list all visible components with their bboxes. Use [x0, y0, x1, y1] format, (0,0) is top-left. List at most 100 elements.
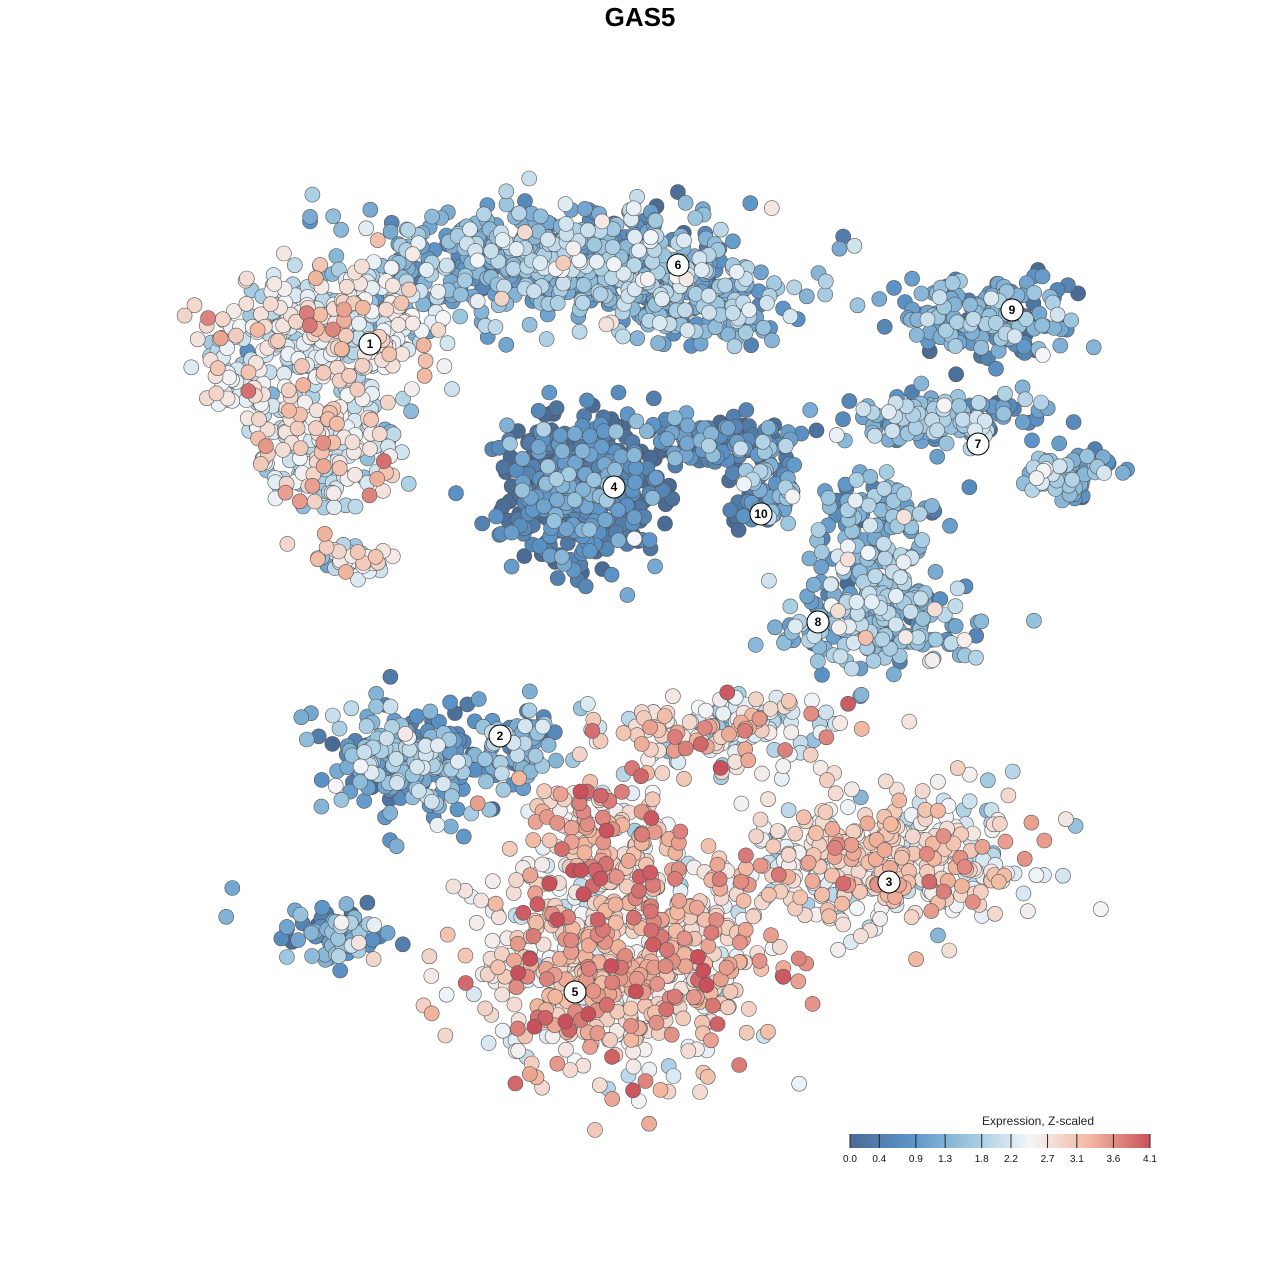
cell-point-cluster-1	[452, 286, 469, 303]
cell-point-cluster-5	[671, 892, 687, 909]
cell-point-cluster-4	[607, 461, 623, 478]
cell-point-cluster-6	[604, 239, 621, 255]
cell-point-cluster-1	[325, 485, 342, 502]
cell-point-cluster-10	[760, 419, 777, 436]
cell-point-cluster-5	[595, 809, 611, 826]
cell-point-cluster-3	[1093, 901, 1109, 918]
cell-point-cluster-6	[701, 304, 717, 321]
cell-point-cluster-1	[498, 336, 515, 353]
cell-point-cluster-6	[457, 272, 473, 289]
cell-point-cluster-8	[767, 619, 783, 636]
cell-point-cluster-1	[415, 337, 432, 354]
cell-point-cluster-1	[238, 295, 255, 312]
cell-point-cluster-5	[603, 958, 620, 974]
cell-point-cluster-3	[780, 693, 797, 709]
cluster-label-8: 8	[806, 610, 830, 634]
cell-point-cluster-4	[582, 428, 598, 444]
cell-point-cluster-5	[642, 864, 659, 881]
cell-point-cluster-9	[1034, 317, 1050, 334]
cell-point-cluster-6	[741, 302, 758, 318]
cell-point-cluster-6	[725, 233, 741, 250]
cell-point-cluster-5	[576, 844, 593, 861]
cell-point-cluster-3	[814, 886, 831, 903]
cell-point-cluster-1	[240, 364, 257, 381]
cell-point-cluster-5	[522, 867, 539, 884]
cell-point-cluster-6	[712, 221, 729, 238]
cell-point-cluster-3	[953, 878, 970, 894]
cell-point-cluster-9	[962, 296, 979, 313]
cluster-label-6: 6	[666, 253, 690, 277]
cell-point-cluster-6	[494, 232, 511, 248]
cell-point-cluster-7	[1033, 394, 1049, 411]
cell-point-cluster-8	[853, 686, 870, 703]
cell-point-cluster-3	[901, 713, 918, 730]
cell-point-cluster-4	[514, 482, 531, 499]
cell-point-cluster-8	[902, 603, 919, 620]
cell-point-cluster-6	[532, 255, 549, 271]
cell-point-cluster-5	[554, 841, 570, 858]
cell-point-cluster-3	[930, 927, 946, 944]
cell-point-cluster-3	[997, 833, 1014, 850]
cell-point-cluster-8	[848, 594, 865, 610]
cell-point-cluster-1	[289, 420, 306, 437]
cell-point-cluster-5	[792, 889, 809, 906]
cell-point-cluster-6	[555, 255, 572, 271]
cell-point-cluster-5	[534, 856, 551, 873]
cell-point-cluster-5	[563, 820, 580, 836]
cell-point-cluster-4	[516, 548, 533, 564]
cell-point-cluster-4	[659, 431, 676, 447]
cell-point-cluster-6	[325, 208, 342, 225]
legend-tick-label: 2.2	[1004, 1154, 1018, 1165]
cell-point-cluster-7	[929, 448, 946, 465]
cell-point-cluster-3	[752, 857, 769, 874]
cell-point-cluster-5	[477, 1000, 494, 1017]
cell-point-cluster-1	[326, 499, 342, 516]
cell-point-cluster-5	[676, 930, 693, 947]
cell-point-cluster-5	[667, 871, 683, 887]
cell-point-cluster-4	[610, 502, 627, 519]
cell-point-cluster-1	[353, 258, 370, 275]
cell-point-cluster-7	[1028, 470, 1045, 487]
cell-point-cluster-8	[830, 603, 846, 619]
cell-point-cluster-4	[619, 587, 636, 603]
cell-point-cluster-1	[312, 257, 328, 273]
cell-point-cluster-7	[855, 401, 872, 418]
cell-point-cluster-1	[291, 493, 308, 510]
cell-point-cluster-5	[675, 1010, 692, 1027]
cell-point-cluster-3	[681, 714, 698, 730]
cell-point-cluster-6	[798, 288, 815, 305]
cell-point-cluster-2	[356, 744, 373, 760]
cell-point-cluster-6	[469, 293, 486, 309]
cell-point-cluster-8	[927, 563, 944, 580]
cell-point-cluster-5	[541, 875, 558, 892]
cell-point-cluster-6	[521, 170, 538, 187]
cell-point-cluster-4	[657, 515, 673, 532]
cell-point-cluster-3	[834, 895, 850, 912]
legend-title: Expression, Z-scaled	[981, 1114, 1095, 1128]
cell-point-cluster-1	[390, 316, 407, 333]
cell-point-cluster-5	[689, 899, 705, 916]
cell-point-cluster-4	[679, 435, 696, 452]
cell-point-cluster-5	[491, 909, 507, 926]
cell-point-cluster-5	[526, 1018, 543, 1035]
cell-point-cluster-8	[832, 648, 849, 665]
cell-point-cluster-1	[363, 411, 379, 428]
cell-point-cluster-1	[331, 460, 348, 477]
cell-point-cluster-6	[676, 232, 692, 249]
svg-text:5: 5	[572, 985, 579, 999]
cell-point-cluster-1	[275, 442, 291, 458]
cluster-label-9: 9	[1000, 298, 1024, 322]
cell-point-cluster-2	[365, 951, 382, 967]
cell-point-cluster-6	[469, 252, 486, 269]
cell-point-cluster-9	[908, 327, 925, 343]
cell-point-cluster-5	[614, 784, 630, 800]
cell-point-cluster-6	[526, 283, 542, 300]
cell-point-cluster-2	[430, 737, 446, 754]
cell-point-cluster-5	[745, 908, 762, 925]
legend-tick-label: 3.6	[1106, 1154, 1120, 1165]
cell-point-cluster-2	[394, 936, 411, 953]
svg-text:4: 4	[611, 480, 618, 494]
cell-point-cluster-6	[498, 183, 515, 200]
cell-point-cluster-4	[627, 474, 643, 491]
cell-point-cluster-5	[521, 1066, 538, 1082]
